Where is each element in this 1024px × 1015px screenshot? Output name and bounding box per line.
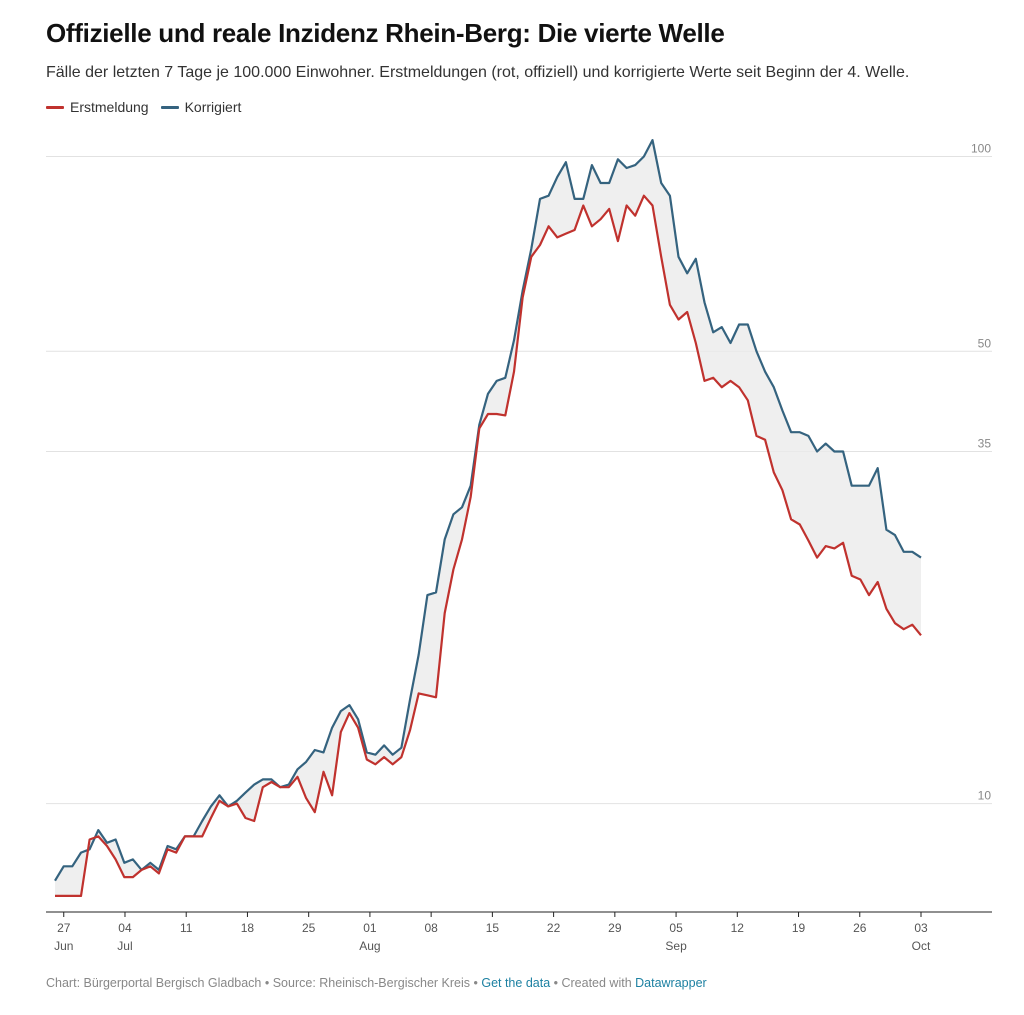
x-tick-month-14: Oct bbox=[912, 939, 931, 953]
series-line-korrigiert[interactable] bbox=[54, 139, 922, 882]
legend-swatch-erstmeldung bbox=[46, 105, 64, 109]
y-tick-label-100: 100 bbox=[971, 142, 991, 156]
legend-label-korrigiert: Korrigiert bbox=[184, 99, 242, 115]
x-tick-label-12: 19 bbox=[792, 921, 806, 935]
get-data-link[interactable]: Get the data bbox=[481, 976, 551, 990]
legend-label-erstmeldung: Erstmeldung bbox=[70, 99, 149, 115]
difference-band bbox=[55, 140, 921, 896]
chart-subtitle: Fälle der letzten 7 Tage je 100.000 Einw… bbox=[46, 64, 910, 81]
x-tick-label-9: 29 bbox=[608, 921, 622, 935]
line-chart: 27 Jun 04 Jul 11 18 25 01 Aug 08 15 22 29 05 Sep 12 19 26… bbox=[46, 139, 992, 953]
x-tick-label-0: 27 bbox=[57, 921, 71, 935]
x-tick-label-6: 08 bbox=[424, 921, 438, 935]
x-tick-month-10: Sep bbox=[665, 939, 687, 953]
x-tick-label-11: 12 bbox=[731, 921, 745, 935]
footer-created-with: • Created with bbox=[550, 976, 636, 990]
x-tick-month-5: Aug bbox=[359, 939, 380, 953]
x-tick-label-2: 11 bbox=[180, 921, 193, 935]
y-tick-label-50: 50 bbox=[978, 336, 992, 350]
x-axis-ticks: 27 Jun 04 Jul 11 18 25 01 Aug 08 15 22 29 05 Sep 12 19 26… bbox=[54, 912, 931, 953]
series-line-erstmeldung[interactable] bbox=[55, 194, 922, 897]
x-tick-month-1: Jul bbox=[117, 939, 132, 953]
chart-title: Offizielle und reale Inzidenz Rhein-Berg… bbox=[46, 18, 725, 48]
datawrapper-link[interactable]: Datawrapper bbox=[635, 976, 707, 990]
y-tick-label-35: 35 bbox=[978, 437, 992, 451]
chart-footer: Chart: Bürgerportal Bergisch Gladbach • … bbox=[46, 976, 707, 990]
x-tick-label-1: 04 bbox=[118, 921, 132, 935]
x-tick-label-10: 05 bbox=[669, 921, 683, 935]
y-axis-ticks: 10 35 50 100 bbox=[971, 142, 991, 803]
x-tick-label-5: 01 bbox=[363, 921, 377, 935]
x-tick-label-8: 22 bbox=[547, 921, 561, 935]
x-tick-label-3: 18 bbox=[241, 921, 255, 935]
legend-item-korrigiert[interactable]: Korrigiert bbox=[160, 99, 242, 115]
chart-legend: Erstmeldung Korrigiert bbox=[46, 99, 241, 115]
x-tick-label-7: 15 bbox=[486, 921, 500, 935]
x-tick-label-14: 03 bbox=[914, 921, 928, 935]
footer-credits: Chart: Bürgerportal Bergisch Gladbach • … bbox=[46, 976, 482, 990]
legend-swatch-korrigiert bbox=[160, 105, 179, 109]
gridlines bbox=[46, 156, 992, 805]
legend-item-erstmeldung[interactable]: Erstmeldung bbox=[46, 99, 149, 115]
y-tick-label-10: 10 bbox=[978, 789, 992, 803]
x-tick-month-0: Jun bbox=[54, 939, 73, 953]
x-tick-label-4: 25 bbox=[302, 921, 316, 935]
x-tick-label-13: 26 bbox=[853, 921, 867, 935]
